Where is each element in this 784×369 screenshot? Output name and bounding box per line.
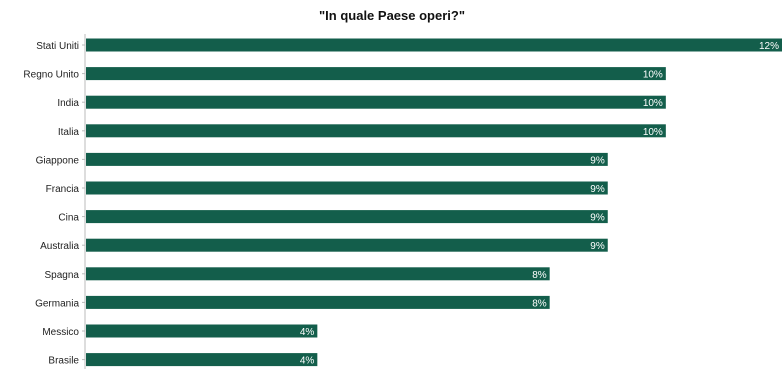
- bar: [86, 353, 317, 366]
- bar: [86, 210, 608, 223]
- bar-value-label: 10%: [643, 70, 663, 81]
- bar-value-label: 10%: [643, 127, 663, 138]
- bar-value-label: 9%: [590, 184, 605, 195]
- bar: [86, 239, 608, 252]
- category-label: India: [57, 98, 79, 109]
- bar: [86, 96, 666, 109]
- bar-value-label: 4%: [300, 327, 315, 338]
- category-label: Australia: [40, 241, 79, 252]
- bar: [86, 325, 317, 338]
- category-label: Francia: [46, 184, 80, 195]
- bar: [86, 39, 782, 52]
- bar: [86, 296, 550, 309]
- category-label: Stati Uniti: [36, 41, 79, 52]
- category-label: Cina: [58, 213, 79, 224]
- bar: [86, 124, 666, 137]
- bar-value-label: 8%: [532, 270, 547, 281]
- category-label: Messico: [42, 327, 79, 338]
- bar-value-label: 9%: [590, 213, 605, 224]
- bar: [86, 182, 608, 195]
- bar-value-label: 12%: [759, 41, 779, 52]
- bar-value-label: 9%: [590, 241, 605, 252]
- bar: [86, 67, 666, 80]
- bar-value-label: 9%: [590, 155, 605, 166]
- bar: [86, 153, 608, 166]
- category-label: Brasile: [48, 356, 79, 367]
- category-label: Regno Unito: [23, 70, 79, 81]
- bar-value-label: 8%: [532, 298, 547, 309]
- category-label: Italia: [58, 127, 80, 138]
- bar-value-label: 10%: [643, 98, 663, 109]
- bar-value-label: 4%: [300, 356, 315, 367]
- category-label: Giappone: [36, 155, 80, 166]
- bar: [86, 267, 550, 280]
- category-label: Germania: [35, 298, 79, 309]
- category-label: Spagna: [45, 270, 80, 281]
